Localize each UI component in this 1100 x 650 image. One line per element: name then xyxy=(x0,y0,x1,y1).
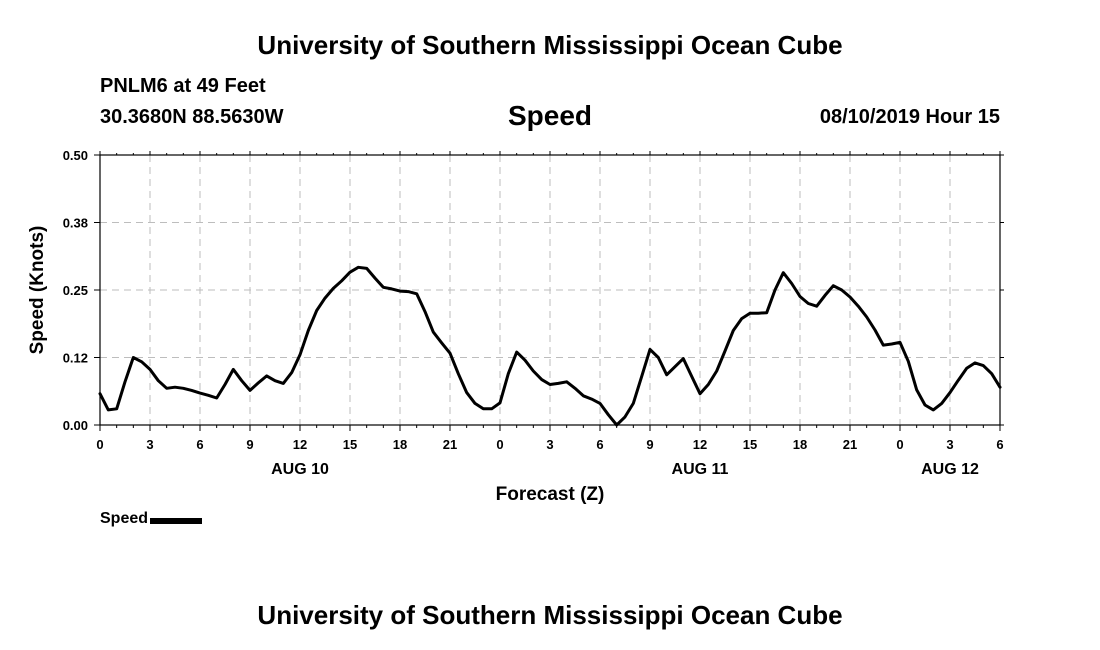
station-label: PNLM6 at 49 Feet xyxy=(100,75,266,97)
legend-line-swatch xyxy=(150,518,203,524)
x-tick-label: 21 xyxy=(443,437,457,452)
x-tick-label: 3 xyxy=(946,437,953,452)
chart-legend: Speed xyxy=(100,510,203,528)
x-tick-label: 0 xyxy=(896,437,903,452)
chart-title: Speed xyxy=(507,100,593,131)
x-tick-label: 15 xyxy=(743,437,757,452)
x-tick-label: 18 xyxy=(393,437,407,452)
x-tick-label: 6 xyxy=(996,437,1003,452)
y-tick-label: 0.38 xyxy=(63,216,88,231)
x-tick-label: 12 xyxy=(693,437,707,452)
y-tick-label: 0.25 xyxy=(63,283,88,298)
x-tick-label: 9 xyxy=(246,437,253,452)
legend-label: Speed xyxy=(100,510,149,527)
x-tick-label: 0 xyxy=(96,437,103,452)
x-tick-label: 6 xyxy=(196,437,203,452)
chart-ticks: 0 3 6 9 12 15 18 21 0 3 6 9 12 15 18 21 0 3 6 AUG 10 AUG 11 A… xyxy=(63,148,1004,478)
station-coordinates: 30.3680N 88.5630W xyxy=(100,106,284,128)
y-tick-label: 0.12 xyxy=(63,351,88,366)
y-axis-title: Speed (Knots) xyxy=(27,226,48,355)
speed-series-line xyxy=(98,265,1002,427)
page-title: University of Southern Mississippi Ocean… xyxy=(257,30,843,60)
x-axis-title: Forecast (Z) xyxy=(496,484,605,505)
y-tick-label: 0.00 xyxy=(63,418,88,433)
x-tick-label: 3 xyxy=(546,437,553,452)
x-tick-label: 15 xyxy=(343,437,357,452)
footer-title: University of Southern Mississippi Ocean… xyxy=(257,600,843,630)
chart-series xyxy=(98,265,1002,427)
x-tick-label: 0 xyxy=(496,437,503,452)
x-tick-label: 6 xyxy=(596,437,603,452)
x-date-label: AUG 10 xyxy=(271,461,329,478)
x-tick-label: 3 xyxy=(146,437,153,452)
x-tick-label: 12 xyxy=(293,437,307,452)
x-tick-label: 21 xyxy=(843,437,857,452)
y-tick-label: 0.50 xyxy=(63,148,88,163)
x-tick-label: 18 xyxy=(793,437,807,452)
x-date-label: AUG 11 xyxy=(672,461,729,478)
x-date-label: AUG 12 xyxy=(921,461,979,478)
forecast-datetime: 08/10/2019 Hour 15 xyxy=(819,106,1000,128)
x-tick-label: 9 xyxy=(646,437,653,452)
